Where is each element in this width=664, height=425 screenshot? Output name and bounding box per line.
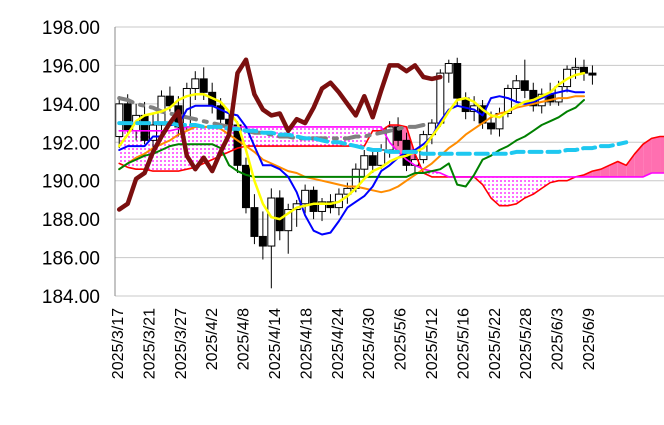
x-tick-label: 2025/4/18 [298, 308, 315, 379]
candle-down [165, 95, 174, 107]
series-line-tenkan [118, 89, 585, 236]
candle-up [436, 72, 445, 124]
candle-down [309, 189, 318, 212]
candle-up [377, 149, 386, 166]
candle-up [284, 209, 293, 232]
series-line-lagging [116, 57, 443, 212]
x-tick-label: 2025/5/6 [393, 308, 410, 370]
y-tick-label: 194.00 [42, 95, 100, 116]
x-tick-label: 2025/3/17 [110, 308, 127, 379]
cloud-segment-bullish [491, 176, 500, 206]
x-tick-label: 2025/4/2 [204, 308, 221, 370]
x-tick-label: 2025/5/22 [487, 308, 504, 379]
candle-down [588, 72, 597, 76]
cloud-segment-bullish [262, 126, 272, 147]
cloud-segment-bullish [550, 176, 559, 183]
x-tick-label: 2025/6/9 [581, 308, 598, 370]
candle-up [149, 124, 158, 141]
cloud-segment-bearish [660, 136, 664, 174]
cloud-segment-bullish [558, 176, 568, 181]
x-tick-label: 2025/5/12 [424, 308, 441, 379]
x-tick-label: 2025/4/14 [267, 308, 284, 379]
cloud-segment-bearish [617, 161, 627, 177]
candle-up [554, 86, 563, 103]
cloud-segment-bearish [609, 161, 618, 177]
series-line-cyan-dashed [117, 121, 629, 156]
x-tick-label: 2025/4/30 [361, 308, 378, 379]
cloud-segment-bearish [643, 138, 652, 177]
cloud-segment-bullish [524, 176, 534, 199]
candle-down [487, 122, 496, 130]
candle-down [123, 103, 132, 132]
cloud-segment-bullish [507, 176, 517, 206]
cloud-segment-bullish [482, 176, 492, 199]
candle-down [453, 63, 462, 99]
series-line-ma-short [117, 71, 586, 221]
candle-up [115, 103, 124, 138]
candle-up [301, 189, 310, 205]
y-tick-label: 184.00 [42, 287, 100, 308]
candle-down [250, 207, 259, 237]
candle-down [140, 114, 149, 141]
candle-up [318, 201, 327, 212]
y-axis: 198.00 196.00 194.00 192.00 190.00 188.00 186.… [42, 18, 116, 308]
y-tick-label: 192.00 [42, 133, 100, 154]
candle-up [512, 80, 521, 89]
candle-down [199, 78, 208, 93]
y-tick-label: 198.00 [42, 18, 100, 39]
candle-up [503, 87, 512, 114]
x-tick-label: 2025/5/16 [455, 308, 472, 379]
indicator-lines [116, 57, 664, 236]
candle-down [216, 105, 225, 120]
x-tick-label: 2025/5/28 [518, 308, 535, 379]
candle-up [444, 63, 453, 74]
x-tick-label: 2025/3/21 [141, 308, 158, 379]
cloud-segment-bearish [651, 136, 661, 174]
cloud-segment-bullish [533, 176, 542, 195]
cloud-segment-bullish [499, 176, 508, 206]
candle-down [368, 155, 377, 166]
candle-down [275, 197, 284, 232]
candle-down [258, 235, 267, 247]
x-axis: 2025/3/17 2025/3/21 2025/3/27 2025/4/2 2025/… [110, 308, 598, 379]
y-tick-label: 188.00 [42, 210, 100, 231]
x-tick-label: 2025/4/24 [330, 308, 347, 379]
cloud-segment-bearish [600, 165, 610, 177]
cloud-segment-bearish [626, 153, 635, 177]
series-line-kijun [118, 99, 585, 188]
y-tick-label: 186.00 [42, 249, 100, 270]
y-tick-label: 196.00 [42, 56, 100, 77]
y-tick-label: 190.00 [42, 172, 100, 193]
candlesticks [115, 57, 597, 289]
cloud-segment-bullish [372, 126, 382, 131]
x-tick-label: 2025/3/27 [173, 308, 190, 379]
candle-down [241, 164, 250, 209]
candle-down [520, 80, 529, 91]
cloud-segment-bullish [541, 176, 551, 189]
candle-up [571, 66, 580, 70]
x-tick-label: 2025/6/3 [550, 308, 567, 370]
candle-up [191, 78, 200, 89]
candle-up [360, 155, 369, 170]
x-tick-label: 2025/4/8 [236, 308, 253, 370]
cloud-segment-bullish [516, 176, 525, 204]
candle-up [267, 197, 276, 247]
